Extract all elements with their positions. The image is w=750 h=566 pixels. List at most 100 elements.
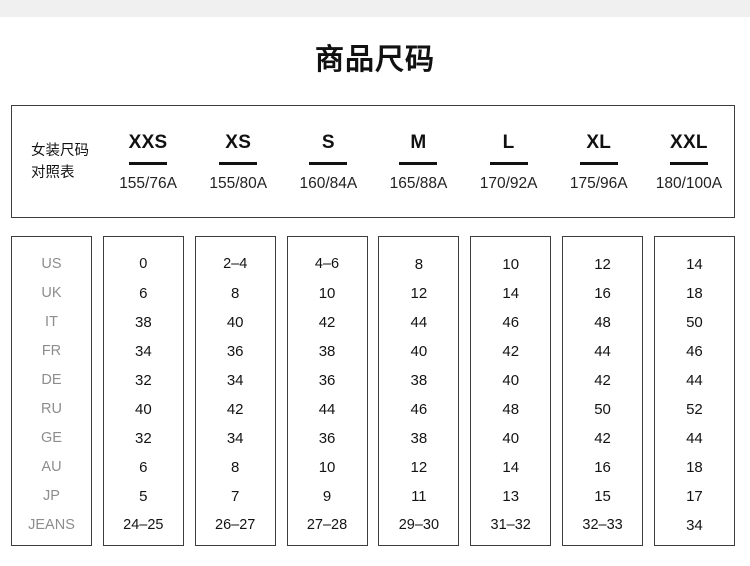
table-cell: 44 [410,314,428,331]
table-cell: 34 [135,343,152,360]
header-size-name: L [502,131,515,153]
table-cell: 52 [686,401,703,418]
table-cell: 34 [226,372,244,389]
table-cell: 50 [686,314,703,331]
table-cell: 4–6 [314,256,340,272]
table-cell: 42 [502,343,520,360]
top-gray-band [0,0,750,17]
header-column-xxl: XXL 180/100A [644,106,734,217]
table-cell: 44 [686,430,703,447]
table-cell: 42 [594,430,611,447]
table-cell: 44 [318,401,336,418]
table-cell: 42 [226,401,244,418]
header-size-measure: 160/84A [299,174,358,192]
header-column-m: M 165/88A [373,106,463,217]
header-divider-rule [489,161,528,165]
header-column-s: S 160/84A [283,106,373,217]
size-table-header: 女装尺码 对照表 XXS 155/76A XS 155/80A S 160/84… [11,105,735,218]
column-values-xs: 2–4 8 40 36 34 42 34 8 7 26–27 [194,236,276,546]
column-values-s: 4–6 10 42 38 36 44 36 10 9 27–28 [286,236,368,546]
table-cell: 48 [502,401,520,418]
row-label: IT [45,314,58,330]
table-cell: 12 [410,285,428,302]
table-cell: 38 [135,314,152,331]
header-size-name: S [321,131,335,153]
header-divider-rule [309,161,348,165]
header-size-name: XS [225,131,252,153]
table-cell: 15 [594,488,611,505]
table-cell: 27–28 [306,517,348,533]
table-cell: 7 [231,488,240,505]
table-cell: 38 [410,372,428,389]
table-cell: 38 [410,430,428,447]
table-cell: 8 [414,256,424,273]
header-column-xxs: XXS 155/76A [103,106,193,217]
header-size-name: M [410,131,427,153]
header-size-measure: 180/100A [655,174,723,192]
header-divider-rule [669,161,708,165]
table-cell: 11 [411,488,427,505]
column-values-xxl: 14 18 50 46 44 52 44 18 17 34 [653,236,735,546]
table-cell: 18 [686,285,703,302]
table-cell: 38 [318,343,336,360]
row-label: AU [41,459,62,475]
header-size-name: XXL [669,131,708,153]
table-cell: 16 [594,285,611,302]
table-cell: 46 [686,343,703,360]
row-label: GE [41,430,62,446]
size-table-title-cell: 女装尺码 对照表 [12,106,103,217]
table-cell: 31–32 [490,517,531,533]
header-divider-rule [399,161,438,165]
row-label: RU [41,401,62,417]
column-values-l: 10 14 46 42 40 48 40 14 13 31–32 [470,236,552,546]
table-cell: 14 [686,256,703,273]
header-size-measure: 175/96A [569,174,628,192]
header-size-measure: 155/80A [209,174,268,192]
table-cell: 5 [139,488,148,505]
row-label: UK [41,285,62,301]
header-column-xl: XL 175/96A [554,106,644,217]
table-cell: 40 [502,430,520,447]
size-table-title-line1: 女装尺码 [31,142,89,159]
table-cell: 46 [502,314,520,331]
table-cell: 12 [410,459,428,476]
row-label: JEANS [28,517,75,533]
size-table-body: US UK IT FR DE RU GE AU JP JEANS 0 6 38 … [11,236,735,546]
table-cell: 34 [686,517,703,534]
header-column-xs: XS 155/80A [193,106,283,217]
table-cell: 32–33 [582,517,623,533]
table-cell: 34 [226,430,244,447]
table-cell: 14 [502,285,520,302]
table-cell: 8 [231,285,240,302]
column-values-m: 8 12 44 40 38 46 38 12 11 29–30 [378,236,460,546]
table-cell: 42 [318,314,336,331]
size-table-title-line2: 对照表 [31,164,75,181]
header-size-name: XL [586,131,612,153]
table-cell: 0 [139,256,148,272]
table-cell: 8 [231,459,240,476]
header-divider-rule [129,161,168,165]
row-label: DE [41,372,62,388]
table-cell: 50 [594,401,611,418]
header-divider-rule [219,161,258,165]
table-cell: 40 [502,372,520,389]
table-cell: 48 [594,314,611,331]
table-cell: 40 [135,401,152,418]
table-cell: 6 [139,285,148,302]
table-cell: 2–4 [223,256,248,272]
table-cell: 12 [594,256,611,273]
table-cell: 17 [686,488,703,505]
header-column-l: L 170/92A [464,106,554,217]
column-values-xl: 12 16 48 44 42 50 42 16 15 32–33 [562,236,644,546]
header-size-measure: 155/76A [119,174,177,192]
table-cell: 16 [594,459,611,476]
table-cell: 44 [686,372,703,389]
table-cell: 10 [318,285,336,302]
table-cell: 13 [502,488,520,505]
row-label: FR [41,343,62,359]
table-cell: 9 [322,488,332,505]
table-cell: 40 [226,314,244,331]
header-size-name: XXS [128,131,168,153]
page-title: 商品尺码 [314,44,435,76]
table-cell: 6 [139,459,148,476]
